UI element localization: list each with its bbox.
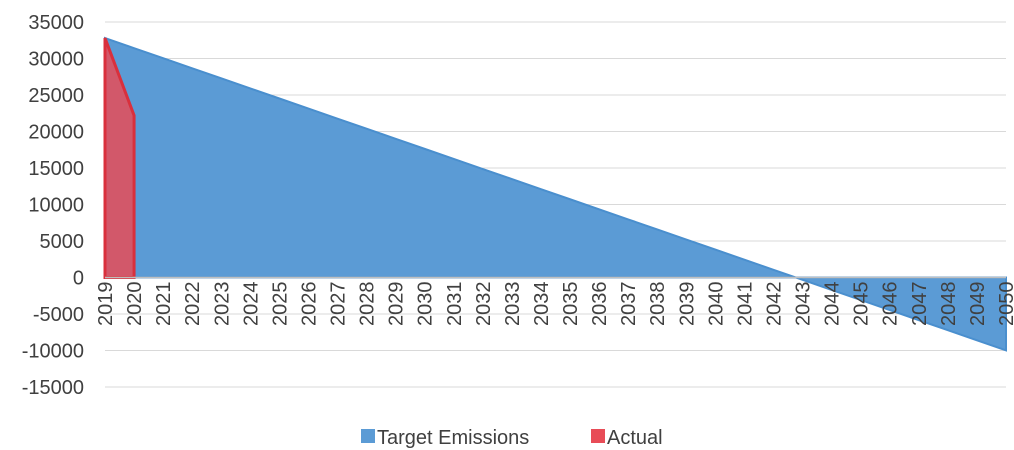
y-tick-label: -15000	[22, 377, 84, 399]
data-point-target-emissions-2041	[744, 259, 745, 260]
data-point-target-emissions-2027	[337, 118, 338, 119]
y-tick-label: 10000	[28, 195, 84, 217]
data-point-target-emissions-2023	[221, 78, 222, 79]
data-point-target-emissions-2022	[192, 68, 193, 69]
x-tick-label: 2037	[618, 282, 640, 327]
y-tick-label: -10000	[22, 341, 84, 363]
data-point-target-emissions-2042	[773, 269, 774, 270]
x-tick-label: 2023	[211, 282, 233, 327]
x-tick-label: 2036	[589, 282, 611, 327]
x-tick-label: 2045	[851, 282, 873, 327]
x-tick-label: 2028	[357, 282, 379, 327]
data-point-actual-2020	[134, 115, 135, 116]
data-point-target-emissions-2049	[976, 340, 977, 341]
x-tick-label: 2048	[938, 282, 960, 327]
x-tick-label: 2019	[95, 282, 117, 327]
x-tick-label: 2039	[676, 282, 698, 327]
x-tick-label: 2032	[473, 282, 495, 327]
x-tick-label: 2022	[182, 282, 204, 327]
x-tick-label: 2040	[705, 282, 727, 327]
x-tick-label: 2024	[240, 282, 262, 327]
y-axis-tick-labels: -15000 -10000 -5000 0 5000 10000 15000 20000 250…	[22, 12, 84, 399]
x-tick-label: 2050	[996, 282, 1014, 327]
data-point-target-emissions-2031	[453, 158, 454, 159]
x-axis-tick-labels: 2019 2020 2021 2022 2023 2024 2025 2026 2027 2028…	[95, 282, 1014, 327]
y-tick-label: 0	[73, 268, 84, 290]
data-point-target-emissions-2036	[599, 209, 600, 210]
x-tick-label: 2049	[967, 282, 989, 327]
data-point-target-emissions-2039	[686, 239, 687, 240]
x-tick-label: 2029	[386, 282, 408, 327]
data-point-target-emissions-2024	[250, 88, 251, 89]
y-tick-label: 30000	[28, 49, 84, 71]
x-tick-label: 2043	[793, 282, 815, 327]
x-tick-label: 2042	[763, 282, 785, 327]
x-tick-label: 2047	[909, 282, 931, 327]
legend-label-actual: Actual	[607, 427, 663, 449]
x-tick-label: 2033	[502, 282, 524, 327]
data-point-target-emissions-2048	[947, 330, 948, 331]
data-point-actual-2019	[105, 38, 106, 39]
data-point-target-emissions-2021	[163, 58, 164, 59]
data-point-target-emissions-2034	[540, 189, 541, 190]
data-point-target-emissions-2026	[308, 108, 309, 109]
x-tick-label: 2021	[153, 282, 175, 327]
x-tick-label: 2031	[444, 282, 466, 327]
x-tick-label: 2035	[560, 282, 582, 327]
y-tick-label: 15000	[28, 158, 84, 180]
x-tick-label: 2046	[880, 282, 902, 327]
y-tick-label: 35000	[28, 12, 84, 34]
y-tick-label: 5000	[40, 231, 85, 253]
legend: Target Emissions Actual	[361, 427, 663, 449]
y-tick-label: -5000	[33, 304, 84, 326]
data-point-target-emissions-2033	[511, 179, 512, 180]
data-point-target-emissions-2037	[628, 219, 629, 220]
y-tick-label: 25000	[28, 85, 84, 107]
data-point-target-emissions-2043	[802, 279, 803, 280]
data-point-target-emissions-2025	[279, 98, 280, 99]
data-point-target-emissions-2050	[1006, 350, 1007, 351]
x-tick-label: 2027	[328, 282, 350, 327]
data-point-target-emissions-2035	[570, 199, 571, 200]
data-point-target-emissions-2020	[134, 48, 135, 49]
data-point-target-emissions-2030	[424, 148, 425, 149]
data-point-target-emissions-2040	[715, 249, 716, 250]
data-point-target-emissions-2038	[657, 229, 658, 230]
legend-label-target-emissions: Target Emissions	[377, 427, 529, 449]
series-areas	[103, 36, 1007, 352]
legend-swatch-actual	[591, 429, 605, 443]
data-point-target-emissions-2029	[395, 138, 396, 139]
data-point-target-emissions-2032	[482, 169, 483, 170]
x-tick-label: 2025	[269, 282, 291, 327]
x-tick-label: 2038	[647, 282, 669, 327]
data-point-target-emissions-2028	[366, 128, 367, 129]
legend-swatch-target-emissions	[361, 429, 375, 443]
x-tick-label: 2041	[734, 282, 756, 327]
x-tick-label: 2034	[531, 282, 553, 327]
area-outline-target-emissions	[104, 36, 1007, 352]
x-tick-label: 2020	[124, 282, 146, 327]
x-tick-label: 2026	[298, 282, 320, 327]
y-tick-label: 20000	[28, 122, 84, 144]
x-tick-label: 2044	[822, 282, 844, 327]
x-tick-label: 2030	[415, 282, 437, 327]
